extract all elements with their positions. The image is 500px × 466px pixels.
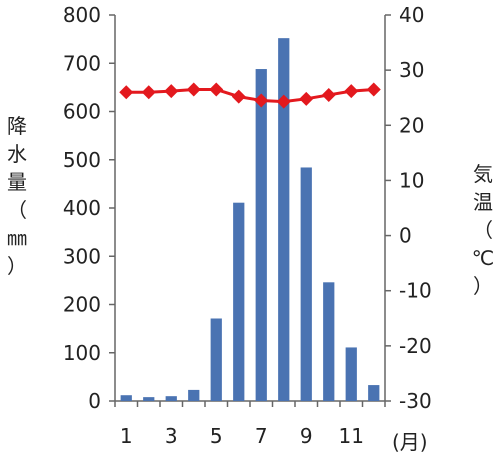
bar-month-11: [345, 347, 357, 401]
temperature-point-month-7: [254, 93, 269, 108]
x-tick-label: 1: [120, 424, 133, 448]
bar-month-7: [255, 69, 267, 401]
right-tick-label: -30: [399, 389, 432, 413]
bar-month-2: [143, 397, 155, 401]
left-axis-label: 降水量 （ ㎜ ）: [4, 112, 30, 280]
temperature-point-month-6: [231, 89, 246, 104]
temperature-point-month-10: [321, 87, 336, 102]
axis-label-char: ）: [473, 274, 493, 298]
left-tick-label: 600: [63, 100, 101, 124]
temperature-point-month-4: [186, 82, 201, 97]
left-tick-label: 800: [63, 3, 101, 27]
right-tick-label: 30: [399, 58, 424, 82]
axis-label-char: 温: [473, 190, 493, 214]
left-tick-label: 100: [63, 341, 101, 365]
left-tick-label: 700: [63, 51, 101, 75]
bar-month-4: [188, 389, 200, 401]
temperature-polyline: [126, 87, 374, 104]
right-tick-label: 10: [399, 168, 424, 192]
axis-label-char: 量: [7, 170, 27, 194]
x-tick-label: 5: [210, 424, 223, 448]
left-tick-label: 300: [63, 244, 101, 268]
tick-labels: 0 100 200 300 400 500 600 700 800 -30 -20 -10 0 10 20 3…: [63, 3, 432, 448]
left-tick-label: 200: [63, 293, 101, 317]
axis-label-char: ㎜: [7, 226, 27, 250]
axis-label-char: （: [473, 218, 493, 242]
axes: [109, 14, 391, 407]
bar-month-8: [278, 38, 290, 401]
bar-month-5: [210, 318, 222, 401]
right-tick-label: 20: [399, 113, 424, 137]
axis-label-char: 降: [7, 114, 27, 138]
right-tick-label: -20: [399, 334, 432, 358]
bar-month-10: [323, 282, 335, 401]
axis-label-char: ）: [7, 254, 27, 278]
bar-month-1: [120, 395, 132, 401]
temperature-point-month-11: [344, 84, 359, 99]
x-tick-label: 11: [339, 424, 364, 448]
axis-label-char: 水: [7, 142, 27, 166]
x-tick-label: 9: [300, 424, 313, 448]
left-tick-label: 0: [88, 389, 101, 413]
x-tick-label: 3: [165, 424, 178, 448]
bar-month-9: [300, 167, 312, 401]
temperature-point-month-12: [366, 82, 381, 97]
temperature-point-month-2: [141, 85, 156, 100]
bar-month-6: [233, 202, 245, 401]
temperature-point-month-8: [276, 94, 291, 109]
bar-month-3: [165, 396, 177, 401]
temperature-point-month-3: [164, 84, 179, 99]
right-tick-label: -10: [399, 279, 432, 303]
precipitation-bars: [120, 38, 380, 401]
x-axis-label: (月): [392, 430, 428, 454]
x-tick-label: 7: [255, 424, 268, 448]
bar-month-12: [368, 385, 380, 401]
temperature-point-month-1: [119, 85, 134, 100]
right-tick-label: 40: [399, 3, 424, 27]
right-axis-label: 気温 （ ℃ ）: [470, 160, 496, 300]
temperature-line: [119, 82, 381, 109]
left-tick-label: 400: [63, 196, 101, 220]
temperature-point-month-9: [299, 91, 314, 106]
left-tick-label: 500: [63, 148, 101, 172]
right-tick-label: 0: [399, 224, 412, 248]
axis-label-char: ℃: [471, 246, 495, 270]
axis-label-char: 気: [473, 162, 493, 186]
axis-label-char: （: [7, 198, 27, 222]
temperature-point-month-5: [209, 82, 224, 97]
